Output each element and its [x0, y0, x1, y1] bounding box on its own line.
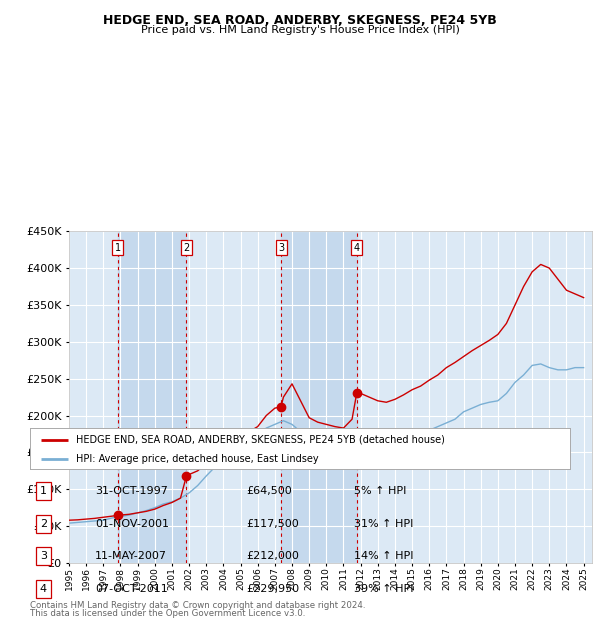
Text: HEDGE END, SEA ROAD, ANDERBY, SKEGNESS, PE24 5YB: HEDGE END, SEA ROAD, ANDERBY, SKEGNESS, … — [103, 14, 497, 27]
Text: 11-MAY-2007: 11-MAY-2007 — [95, 551, 167, 561]
Text: £117,500: £117,500 — [246, 519, 299, 529]
Text: £212,000: £212,000 — [246, 551, 299, 561]
Text: 2: 2 — [183, 243, 190, 253]
Text: 31-OCT-1997: 31-OCT-1997 — [95, 486, 167, 496]
Text: 4: 4 — [353, 243, 360, 253]
Text: HPI: Average price, detached house, East Lindsey: HPI: Average price, detached house, East… — [76, 454, 319, 464]
Text: 1: 1 — [115, 243, 121, 253]
Text: 14% ↑ HPI: 14% ↑ HPI — [354, 551, 413, 561]
Text: 3: 3 — [40, 551, 47, 561]
Text: £229,950: £229,950 — [246, 584, 299, 594]
Text: Contains HM Land Registry data © Crown copyright and database right 2024.: Contains HM Land Registry data © Crown c… — [30, 601, 365, 610]
Text: This data is licensed under the Open Government Licence v3.0.: This data is licensed under the Open Gov… — [30, 608, 305, 618]
Bar — [281, 231, 356, 563]
Text: HEDGE END, SEA ROAD, ANDERBY, SKEGNESS, PE24 5YB (detached house): HEDGE END, SEA ROAD, ANDERBY, SKEGNESS, … — [76, 435, 445, 445]
Text: 07-OCT-2011: 07-OCT-2011 — [95, 584, 167, 594]
Bar — [118, 231, 187, 563]
Text: £64,500: £64,500 — [246, 486, 292, 496]
Text: 4: 4 — [40, 584, 47, 594]
Text: 2: 2 — [40, 519, 47, 529]
Text: 31% ↑ HPI: 31% ↑ HPI — [354, 519, 413, 529]
Text: 39% ↑ HPI: 39% ↑ HPI — [354, 584, 413, 594]
Text: Price paid vs. HM Land Registry's House Price Index (HPI): Price paid vs. HM Land Registry's House … — [140, 25, 460, 35]
Text: 5% ↑ HPI: 5% ↑ HPI — [354, 486, 406, 496]
Text: 1: 1 — [40, 486, 47, 496]
Text: 3: 3 — [278, 243, 284, 253]
Text: 01-NOV-2001: 01-NOV-2001 — [95, 519, 169, 529]
